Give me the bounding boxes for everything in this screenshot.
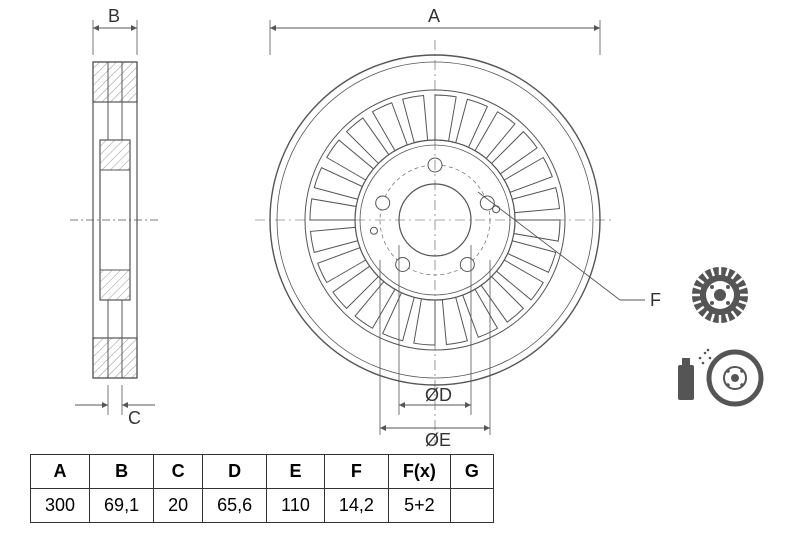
dimensions-table: A B C D E F F(x) G 300 69,1 20 65,6 110 … [30,454,494,523]
vented-disc-icon [692,267,748,323]
dim-label-f: F [650,290,661,311]
table-header: F [324,455,388,489]
dim-label-e: ØE [425,430,451,451]
table-cell: 69,1 [90,489,154,523]
table-cell: 5+2 [388,489,450,523]
dim-label-c: C [128,408,141,429]
technical-drawing [0,0,800,460]
dim-label-b: B [108,6,120,27]
table-cell: 20 [154,489,203,523]
table-header: G [450,455,493,489]
table-header: B [90,455,154,489]
dim-label-a: A [428,6,440,27]
front-view [255,20,645,445]
dim-label-d: ØD [425,385,452,406]
table-cell: 110 [267,489,325,523]
side-view [70,20,160,415]
table-cell: 14,2 [324,489,388,523]
table-header: E [267,455,325,489]
table-header: C [154,455,203,489]
table-header-row: A B C D E F F(x) G [31,455,494,489]
table-value-row: 300 69,1 20 65,6 110 14,2 5+2 [31,489,494,523]
coated-disc-icon [678,349,761,404]
table-header: A [31,455,90,489]
table-header: F(x) [388,455,450,489]
table-header: D [203,455,267,489]
table-cell: 300 [31,489,90,523]
table-cell [450,489,493,523]
table-cell: 65,6 [203,489,267,523]
